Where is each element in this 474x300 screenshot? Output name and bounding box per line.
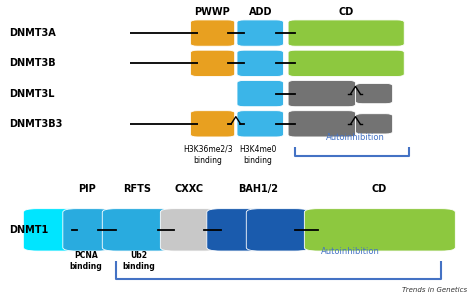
Text: DNMT3L: DNMT3L [9, 88, 55, 99]
FancyBboxPatch shape [237, 80, 283, 107]
FancyBboxPatch shape [356, 114, 392, 134]
FancyBboxPatch shape [207, 209, 270, 251]
FancyBboxPatch shape [237, 50, 283, 76]
Text: DNMT3A: DNMT3A [9, 28, 56, 38]
Text: Autoinhibition: Autoinhibition [326, 133, 385, 142]
FancyBboxPatch shape [288, 50, 404, 76]
FancyBboxPatch shape [304, 209, 456, 251]
FancyBboxPatch shape [246, 209, 309, 251]
Text: PIP: PIP [78, 184, 96, 194]
FancyBboxPatch shape [191, 111, 235, 137]
Text: binding: binding [122, 262, 155, 271]
Text: Ub2: Ub2 [130, 251, 147, 260]
FancyBboxPatch shape [191, 50, 235, 76]
FancyBboxPatch shape [191, 20, 235, 46]
Text: BAH1/2: BAH1/2 [238, 184, 278, 194]
Text: ADD: ADD [248, 8, 272, 17]
Text: H3K36me2/3: H3K36me2/3 [183, 145, 233, 154]
Text: H3K4me0: H3K4me0 [239, 145, 277, 154]
Text: DNMT1: DNMT1 [9, 225, 49, 235]
Text: Trends in Genetics: Trends in Genetics [402, 287, 467, 293]
Text: binding: binding [244, 156, 273, 165]
Text: RFTS: RFTS [123, 184, 151, 194]
FancyBboxPatch shape [237, 20, 283, 46]
FancyBboxPatch shape [288, 20, 404, 46]
FancyBboxPatch shape [63, 209, 111, 251]
FancyBboxPatch shape [102, 209, 172, 251]
FancyBboxPatch shape [356, 83, 392, 104]
FancyBboxPatch shape [288, 111, 356, 137]
Text: PCNA: PCNA [74, 251, 98, 260]
Text: binding: binding [193, 156, 222, 165]
Text: PWWP: PWWP [194, 8, 230, 17]
Text: CD: CD [338, 8, 354, 17]
Text: binding: binding [70, 262, 102, 271]
Text: Autoinhibition: Autoinhibition [321, 247, 380, 256]
FancyBboxPatch shape [23, 209, 86, 251]
FancyBboxPatch shape [288, 80, 356, 107]
Text: CXXC: CXXC [174, 184, 204, 194]
Text: DNMT3B: DNMT3B [9, 58, 56, 68]
FancyBboxPatch shape [237, 111, 283, 137]
Text: DNMT3B3: DNMT3B3 [9, 119, 63, 129]
Text: CD: CD [372, 184, 387, 194]
FancyBboxPatch shape [160, 209, 219, 251]
